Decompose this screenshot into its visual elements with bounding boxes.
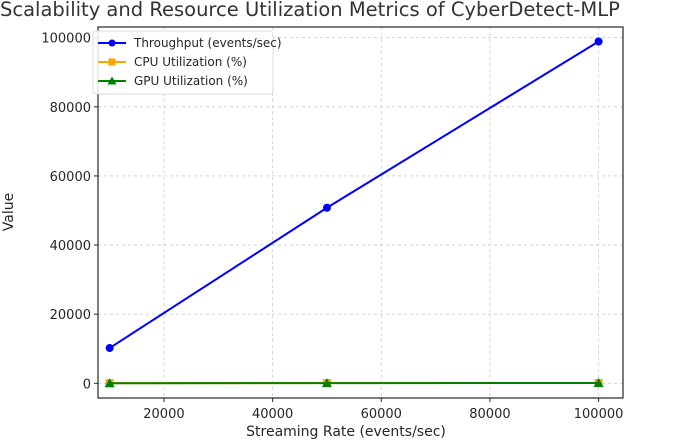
legend: Throughput (events/sec) CPU Utilization (… <box>92 30 282 95</box>
x-axis-ticks: 20000 40000 60000 80000 100000 <box>143 398 623 422</box>
chart-title: Scalability and Resource Utilization Met… <box>0 0 620 21</box>
triangle-marker <box>107 76 117 85</box>
y-tick-label: 100000 <box>41 32 91 47</box>
legend-entry: GPU Utilization (%) <box>98 74 248 88</box>
legend-label: Throughput (events/sec) <box>133 36 282 50</box>
circle-marker <box>105 344 114 353</box>
x-tick-label: 60000 <box>361 407 402 422</box>
x-tick-label: 40000 <box>252 407 293 422</box>
circle-marker <box>108 39 116 47</box>
plot-frame <box>97 26 624 399</box>
legend-label: GPU Utilization (%) <box>134 74 248 88</box>
legend-box <box>92 30 274 95</box>
y-axis-ticks: 0 20000 40000 60000 80000 100000 <box>41 32 98 392</box>
x-tick-label: 100000 <box>574 407 624 422</box>
legend-label: CPU Utilization (%) <box>134 55 247 69</box>
data-series <box>104 37 604 388</box>
y-axis-label: Value <box>1 193 17 231</box>
series-circle <box>105 37 603 353</box>
series-triangle <box>104 378 604 388</box>
y-tick-label: 40000 <box>50 239 91 254</box>
y-tick-label: 0 <box>83 377 91 392</box>
y-tick-label: 60000 <box>50 170 91 185</box>
x-tick-label: 80000 <box>469 407 510 422</box>
triangle-marker <box>104 378 115 388</box>
legend-entry: CPU Utilization (%) <box>98 55 247 69</box>
triangle-marker <box>593 378 604 388</box>
triangle-marker <box>321 378 332 388</box>
x-tick-label: 20000 <box>143 407 184 422</box>
x-axis-label: Streaming Rate (events/sec) <box>246 424 446 440</box>
legend-entry: Throughput (events/sec) <box>98 36 282 50</box>
circle-marker <box>322 203 331 212</box>
square-marker <box>108 58 116 66</box>
y-tick-label: 80000 <box>50 101 91 116</box>
y-tick-label: 20000 <box>50 308 91 323</box>
circle-marker <box>594 37 603 46</box>
